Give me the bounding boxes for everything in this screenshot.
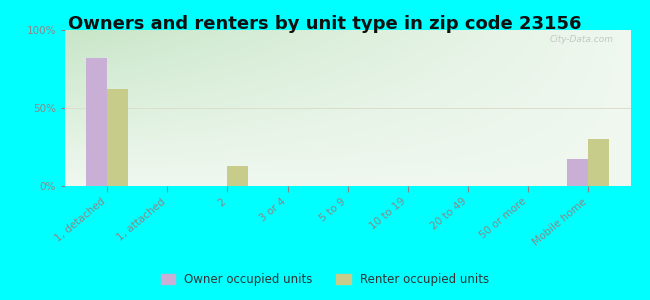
Bar xyxy=(107,89,128,186)
Bar xyxy=(567,160,588,186)
Legend: Owner occupied units, Renter occupied units: Owner occupied units, Renter occupied un… xyxy=(156,269,494,291)
Bar xyxy=(588,139,610,186)
Bar xyxy=(227,166,248,186)
Text: City-Data.com: City-Data.com xyxy=(549,35,614,44)
Bar xyxy=(86,58,107,186)
Text: Owners and renters by unit type in zip code 23156: Owners and renters by unit type in zip c… xyxy=(68,15,582,33)
